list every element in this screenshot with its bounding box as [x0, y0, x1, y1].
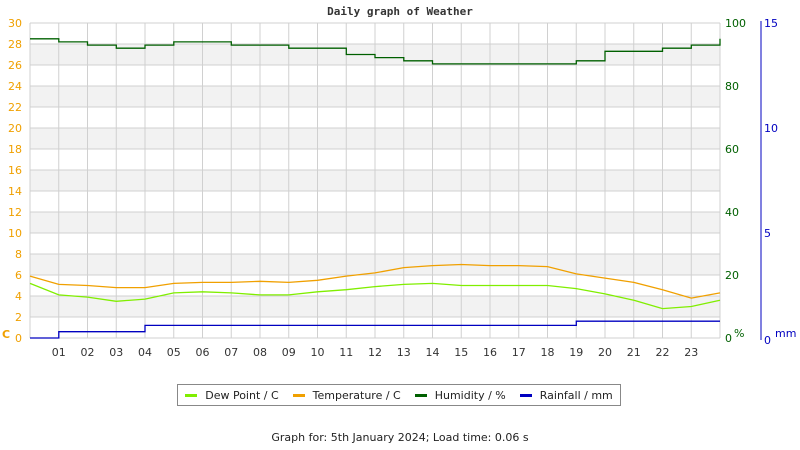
- x-axis-tick: 09: [282, 346, 296, 359]
- left-axis-tick: 0: [15, 332, 22, 345]
- left-axis-tick: 26: [8, 59, 22, 72]
- legend-label: Rainfall / mm: [539, 388, 613, 402]
- x-axis-tick: 12: [368, 346, 382, 359]
- x-axis-tick: 13: [397, 346, 411, 359]
- x-axis-tick: 17: [512, 346, 526, 359]
- rain-axis-tick: 10: [764, 122, 778, 135]
- rain-axis-tick: 5: [764, 227, 771, 240]
- x-axis-tick: 20: [598, 346, 612, 359]
- x-axis-tick: 04: [138, 346, 152, 359]
- series-dew-line: [29, 282, 721, 310]
- x-axis-tick: 02: [81, 346, 95, 359]
- left-axis-tick: 22: [8, 101, 22, 114]
- footer-status: Graph for: 5th January 2024; Load time: …: [271, 431, 529, 444]
- left-axis-tick: 10: [8, 227, 22, 240]
- left-axis-tick: 8: [15, 248, 22, 261]
- series-lines: [29, 38, 721, 339]
- left-axis-unit: C: [2, 328, 10, 341]
- left-axis-tick: 20: [8, 122, 22, 135]
- rain-axis-unit: mm: [775, 327, 796, 340]
- series-humidity-line: [30, 38, 721, 65]
- legend-label: Dew Point / C: [205, 388, 279, 402]
- left-axis-tick: 24: [8, 80, 22, 93]
- legend-label: Temperature / C: [312, 388, 401, 402]
- humidity-swatch: [414, 393, 427, 397]
- x-axis-tick: 06: [196, 346, 210, 359]
- humidity-axis-tick: 100: [725, 17, 746, 30]
- left-axis-tick: 28: [8, 38, 22, 51]
- x-axis-tick: 11: [339, 346, 353, 359]
- humidity-axis-tick: 20: [725, 269, 739, 282]
- x-axis-tick: 15: [454, 346, 468, 359]
- series-rainfall-line: [30, 320, 720, 339]
- rain-axis-tick: 0: [764, 334, 771, 347]
- x-axis-tick: 10: [311, 346, 325, 359]
- left-axis-tick: 30: [8, 17, 22, 30]
- x-axis-tick: 23: [684, 346, 698, 359]
- dew-point-swatch: [185, 393, 198, 397]
- legend-item-humidity: Humidity / %: [414, 388, 506, 402]
- humidity-axis-tick: 80: [725, 80, 739, 93]
- left-axis-tick: 6: [15, 269, 22, 282]
- left-axis-tick: 4: [15, 290, 22, 303]
- left-axis-tick: 14: [8, 185, 22, 198]
- x-axis-tick: 19: [569, 346, 583, 359]
- legend-label: Humidity / %: [434, 388, 506, 402]
- humidity-axis-tick: 40: [725, 206, 739, 219]
- temperature-swatch: [292, 393, 305, 397]
- chart-title: Daily graph of Weather: [327, 5, 473, 18]
- gridlines: [29, 22, 721, 339]
- x-axis-tick: 03: [109, 346, 123, 359]
- left-axis-tick: 18: [8, 143, 22, 156]
- legend-item-temperature: Temperature / C: [292, 388, 401, 402]
- left-axis-tick: 2: [15, 311, 22, 324]
- x-axis-tick: 08: [253, 346, 267, 359]
- x-axis-tick: 14: [426, 346, 440, 359]
- x-axis-tick: 05: [167, 346, 181, 359]
- humidity-axis-tick: 60: [725, 143, 739, 156]
- series-temperature-line: [29, 263, 721, 299]
- x-axis-tick: 22: [656, 346, 670, 359]
- humidity-axis-tick: 0: [725, 332, 732, 345]
- x-axis-tick: 07: [224, 346, 238, 359]
- rainfall-swatch: [519, 393, 532, 397]
- left-axis-tick: 16: [8, 164, 22, 177]
- humidity-axis-unit: %: [734, 327, 744, 340]
- rain-axis-tick: 15: [764, 17, 778, 30]
- x-axis-tick: 01: [52, 346, 66, 359]
- legend: Dew Point / C Temperature / C Humidity /…: [177, 384, 621, 406]
- x-axis-tick: 16: [483, 346, 497, 359]
- left-axis-tick: 12: [8, 206, 22, 219]
- x-axis-tick: 18: [541, 346, 555, 359]
- x-axis-tick: 21: [627, 346, 641, 359]
- legend-item-rainfall: Rainfall / mm: [519, 388, 613, 402]
- legend-item-dew-point: Dew Point / C: [185, 388, 279, 402]
